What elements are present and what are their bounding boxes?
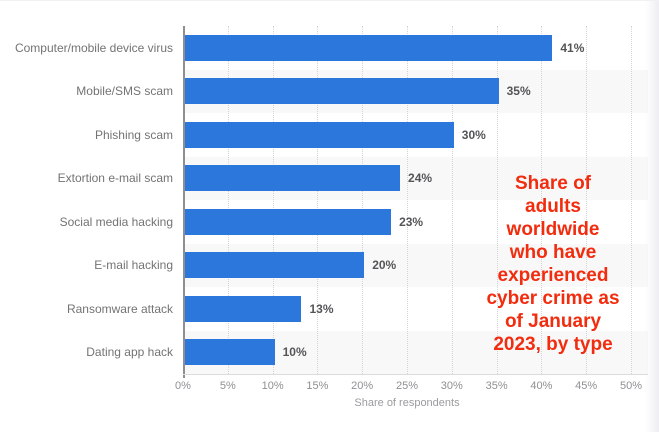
category-label: Social media hacking	[59, 214, 173, 229]
value-label: 24%	[408, 171, 433, 186]
gridline	[317, 26, 319, 374]
value-label: 23%	[399, 214, 424, 229]
category-label: Dating app hack	[86, 345, 173, 360]
bar	[185, 208, 392, 235]
bar	[185, 165, 401, 192]
bar	[185, 34, 553, 61]
x-tick-label: 50%	[619, 380, 643, 392]
x-tick-label: 10%	[261, 380, 284, 392]
category-label: Computer/mobile device virus	[14, 40, 173, 55]
gridline	[586, 26, 588, 374]
y-axis-line	[183, 26, 185, 378]
x-tick-label: 40%	[530, 380, 553, 392]
x-tick-label: 30%	[440, 380, 463, 392]
value-label: 35%	[506, 84, 531, 99]
gridline	[227, 26, 229, 374]
x-tick-label: 15%	[306, 380, 329, 392]
value-label: 10%	[282, 345, 307, 360]
bar	[185, 295, 302, 322]
bar	[185, 121, 454, 148]
chart-title-annotation: Share of adults worldwide who have exper…	[486, 173, 620, 355]
x-tick-label: 35%	[485, 380, 508, 392]
value-label: 30%	[461, 127, 486, 142]
category-label: Ransomware attack	[66, 301, 173, 316]
gridline	[407, 26, 408, 374]
category-label: Mobile/SMS scam	[76, 84, 173, 99]
x-tick-label: 45%	[575, 380, 598, 392]
bar	[185, 339, 275, 366]
gridline	[272, 26, 274, 374]
value-label: 20%	[372, 258, 397, 273]
gridline	[631, 26, 632, 374]
x-tick-label: 0%	[175, 380, 191, 392]
bar	[185, 252, 365, 279]
x-axis-line	[183, 374, 648, 375]
category-label: Extortion e-mail scam	[57, 171, 173, 186]
x-tick-label: 25%	[395, 380, 419, 392]
bar	[185, 78, 499, 105]
x-tick-label: 5%	[219, 380, 236, 392]
value-label: 41%	[560, 40, 585, 55]
gridline	[451, 26, 453, 374]
category-label: E-mail hacking	[94, 258, 173, 273]
x-axis-title: Share of respondents	[354, 397, 460, 409]
category-label: Phishing scam	[94, 127, 173, 142]
gridline	[541, 26, 543, 374]
gridline	[496, 26, 498, 374]
gridline	[362, 26, 364, 374]
value-label: 13%	[309, 301, 334, 316]
x-tick-label: 20%	[351, 380, 374, 392]
